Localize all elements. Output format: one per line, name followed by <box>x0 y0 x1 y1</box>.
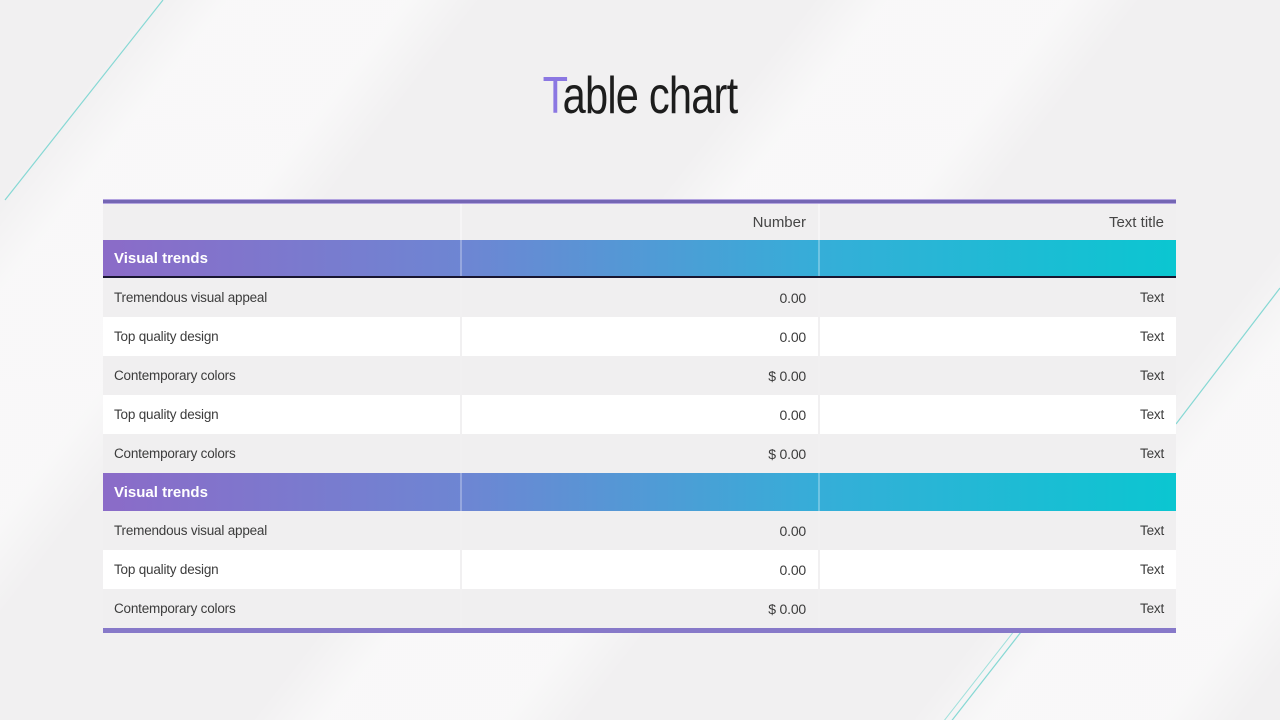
section-header-cell <box>818 240 1176 276</box>
section-header-cell <box>818 473 1176 511</box>
section-header-label: Visual trends <box>114 249 208 267</box>
table-header-row: Number Text title <box>103 204 1176 240</box>
table-row: Top quality design 0.00 Text <box>103 395 1176 434</box>
column-header-text-title: Text title <box>818 204 1176 240</box>
section-header-label: Visual trends <box>114 483 208 501</box>
row-text: Text <box>818 589 1176 628</box>
table-row: Tremendous visual appeal 0.00 Text <box>103 278 1176 317</box>
row-number: $ 0.00 <box>460 434 818 473</box>
table-row: Contemporary colors $ 0.00 Text <box>103 434 1176 473</box>
row-number: 0.00 <box>460 395 818 434</box>
row-number: 0.00 <box>460 550 818 589</box>
row-text: Text <box>818 511 1176 550</box>
section-header-row: Visual trends <box>103 473 1176 511</box>
table-bottom-border <box>103 628 1176 633</box>
section-header-row: Visual trends <box>103 240 1176 278</box>
section-header-cell <box>460 240 818 276</box>
row-label: Top quality design <box>114 562 219 577</box>
title-text: able chart <box>562 67 739 125</box>
row-number: 0.00 <box>460 511 818 550</box>
row-number: $ 0.00 <box>460 589 818 628</box>
section-header-cell <box>460 473 818 511</box>
row-label: Contemporary colors <box>114 368 236 383</box>
row-text: Text <box>818 550 1176 589</box>
row-text: Text <box>818 278 1176 317</box>
table-top-border <box>103 199 1176 204</box>
row-text: Text <box>818 356 1176 395</box>
table-row: Tremendous visual appeal 0.00 Text <box>103 511 1176 550</box>
table-row: Top quality design 0.00 Text <box>103 550 1176 589</box>
title-accent-letter: T <box>542 67 564 125</box>
row-label: Top quality design <box>114 407 219 422</box>
row-label: Contemporary colors <box>114 446 236 461</box>
column-header-number: Number <box>460 204 818 240</box>
row-number: 0.00 <box>460 278 818 317</box>
row-label: Top quality design <box>114 329 219 344</box>
row-label: Tremendous visual appeal <box>114 523 268 538</box>
table-row: Contemporary colors $ 0.00 Text <box>103 356 1176 395</box>
row-number: 0.00 <box>460 317 818 356</box>
table-row: Contemporary colors $ 0.00 Text <box>103 589 1176 628</box>
row-label: Contemporary colors <box>114 601 236 616</box>
table-row: Top quality design 0.00 Text <box>103 317 1176 356</box>
row-text: Text <box>818 395 1176 434</box>
column-header-blank <box>103 204 460 240</box>
row-text: Text <box>818 434 1176 473</box>
row-text: Text <box>818 317 1176 356</box>
page-title: Table chart <box>128 66 1152 126</box>
table-chart: Number Text title Visual trends Tremendo… <box>103 199 1176 633</box>
row-number: $ 0.00 <box>460 356 818 395</box>
row-label: Tremendous visual appeal <box>114 290 268 305</box>
